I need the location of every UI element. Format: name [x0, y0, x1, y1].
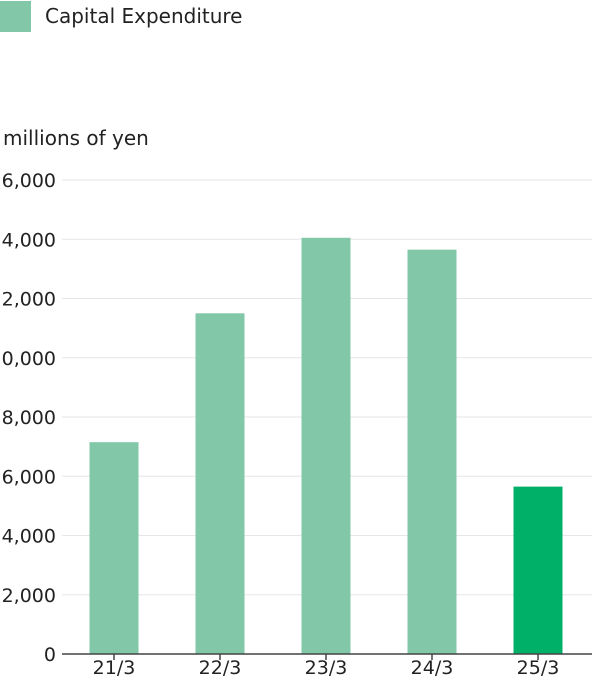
bar-21-3	[89, 442, 139, 654]
y-tick-label: 4,000	[2, 526, 56, 548]
x-tick-label: 25/3	[517, 657, 560, 679]
y-tick-label: 12,000	[0, 289, 56, 311]
y-tick-label: 0	[44, 644, 56, 666]
bar-24-3	[407, 249, 457, 654]
y-tick-label: 14,000	[0, 229, 56, 251]
bar-25-3	[513, 486, 563, 654]
y-tick-label: 10,000	[0, 348, 56, 370]
y-tick-label: 16,000	[0, 170, 56, 192]
legend-label: Capital Expenditure	[45, 4, 243, 28]
y-tick-label: 8,000	[2, 407, 56, 429]
legend-swatch	[0, 0, 31, 32]
y-axis-unit-label: millions of yen	[3, 126, 149, 150]
x-tick-label: 22/3	[199, 657, 242, 679]
x-tick-label: 21/3	[93, 657, 136, 679]
legend: Capital Expenditure	[0, 0, 243, 32]
y-tick-label: 2,000	[2, 585, 56, 607]
x-tick-label: 23/3	[305, 657, 348, 679]
bar-23-3	[301, 237, 351, 655]
y-tick-label: 6,000	[2, 466, 56, 488]
bar-22-3	[195, 313, 245, 654]
x-tick-label: 24/3	[411, 657, 454, 679]
